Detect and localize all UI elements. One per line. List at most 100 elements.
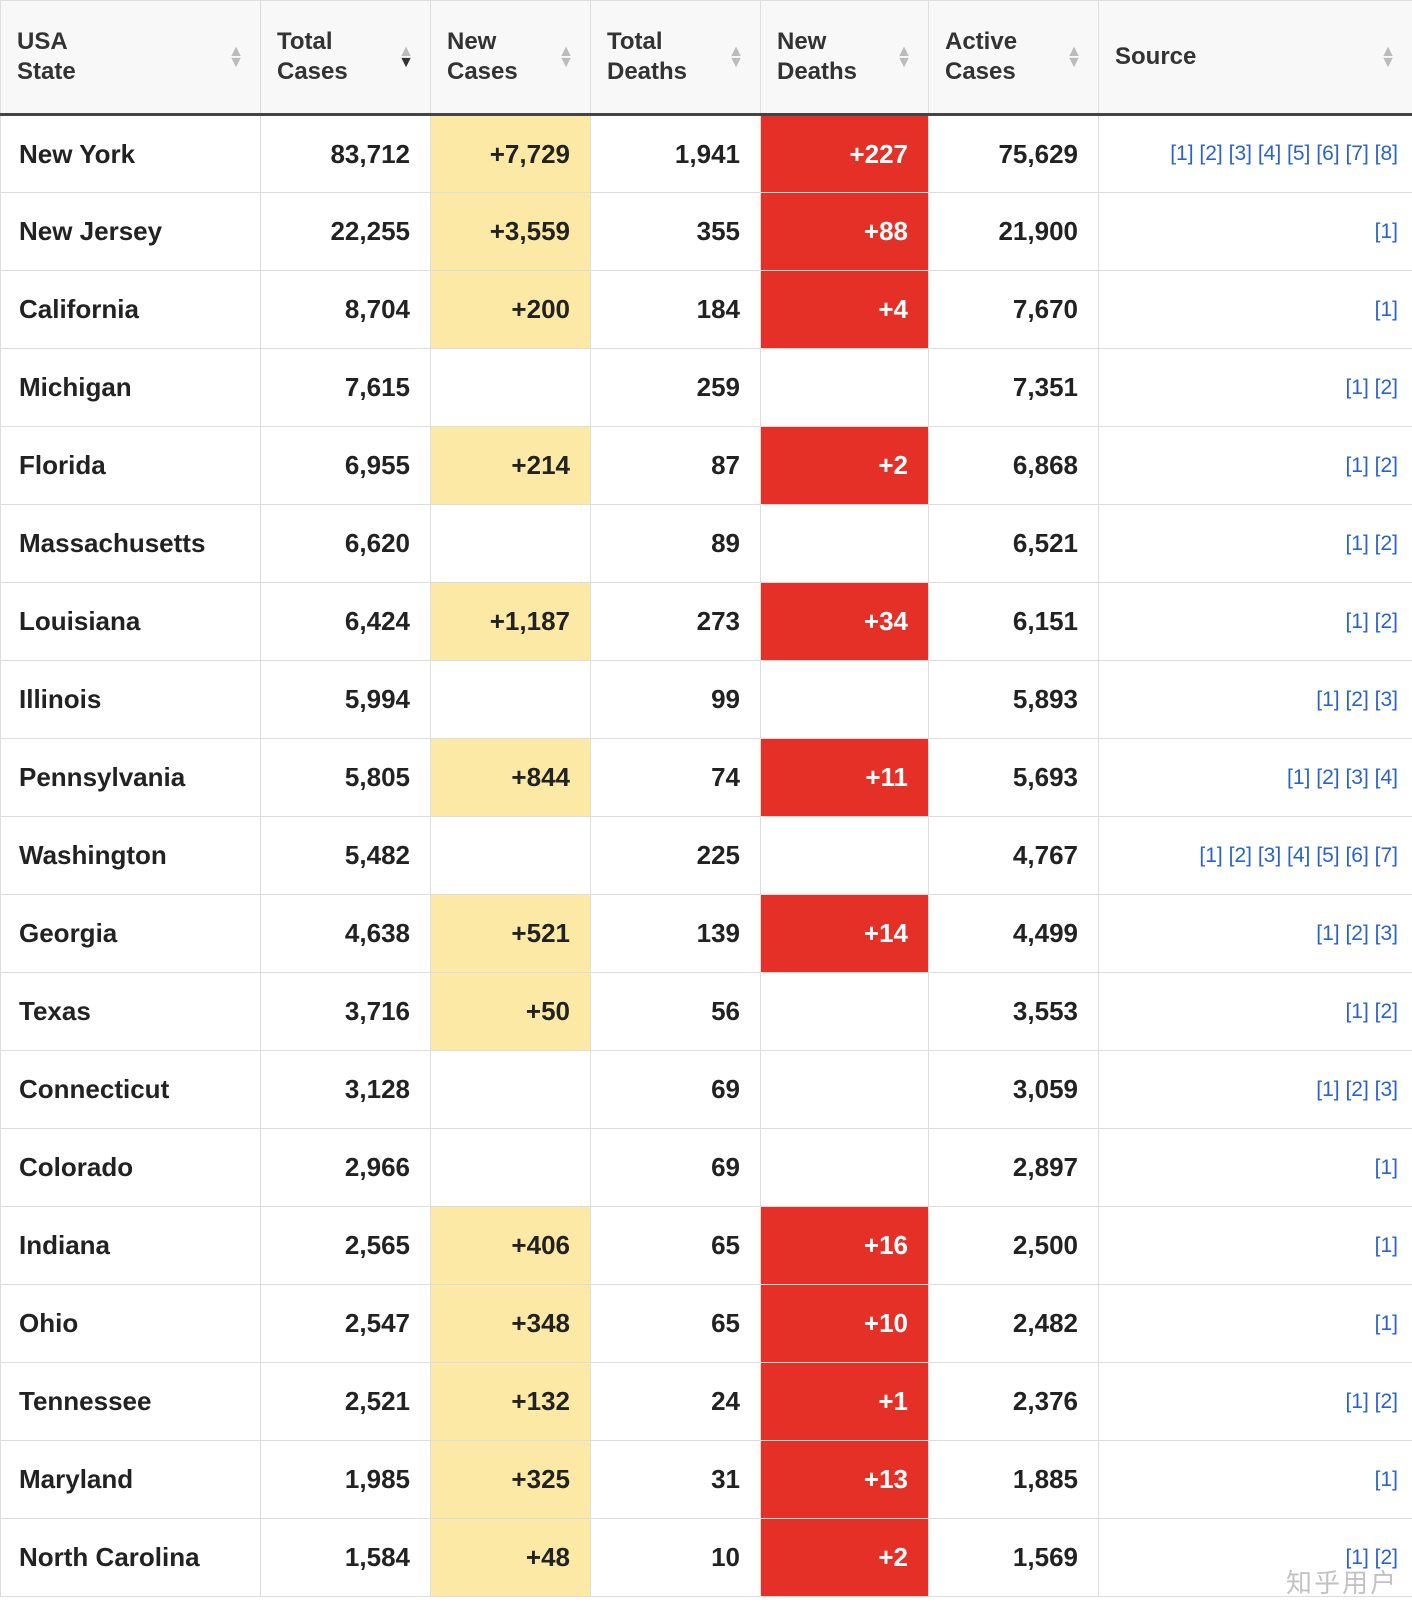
total-deaths-cell: 31	[591, 1441, 761, 1519]
source-link[interactable]: [3]	[1258, 844, 1281, 867]
total-deaths-cell: 184	[591, 271, 761, 349]
source-link[interactable]: [2]	[1375, 610, 1398, 633]
source-link[interactable]: [2]	[1316, 766, 1339, 789]
active-cases-cell: 6,151	[929, 583, 1099, 661]
source-link[interactable]: [7]	[1375, 844, 1398, 867]
source-link[interactable]: [1]	[1345, 376, 1368, 399]
source-link[interactable]: [1]	[1287, 766, 1310, 789]
new-cases-cell: +844	[431, 739, 591, 817]
source-link[interactable]: [1]	[1199, 844, 1222, 867]
source-link[interactable]: [2]	[1375, 454, 1398, 477]
source-cell: [1] [2] [3]	[1099, 661, 1412, 739]
active-cases-cell: 4,767	[929, 817, 1099, 895]
total-deaths-cell: 139	[591, 895, 761, 973]
column-label: Source	[1115, 42, 1196, 72]
source-link[interactable]: [2]	[1375, 532, 1398, 555]
column-header-source[interactable]: Source ▲▼	[1099, 1, 1412, 115]
active-cases-cell: 2,897	[929, 1129, 1099, 1207]
source-link[interactable]: [1]	[1345, 1390, 1368, 1413]
source-link[interactable]: [2]	[1345, 1078, 1368, 1101]
source-link[interactable]: [1]	[1316, 688, 1339, 711]
source-link[interactable]: [2]	[1375, 376, 1398, 399]
total-cases-cell: 3,716	[261, 973, 431, 1051]
source-link[interactable]: [2]	[1199, 142, 1222, 165]
source-link[interactable]: [1]	[1316, 1078, 1339, 1101]
source-link[interactable]: [4]	[1258, 142, 1281, 165]
source-link[interactable]: [4]	[1375, 766, 1398, 789]
source-link[interactable]: [1]	[1345, 610, 1368, 633]
source-link[interactable]: [1]	[1345, 1546, 1368, 1569]
sort-icon[interactable]: ▲▼	[558, 46, 574, 68]
table-row: Colorado2,966692,897[1]	[1, 1129, 1412, 1207]
active-cases-cell: 1,885	[929, 1441, 1099, 1519]
source-link[interactable]: [3]	[1375, 1078, 1398, 1101]
source-link[interactable]: [1]	[1375, 298, 1398, 321]
source-link[interactable]: [7]	[1345, 142, 1368, 165]
new-deaths-cell	[761, 1129, 929, 1207]
source-link[interactable]: [2]	[1375, 1546, 1398, 1569]
column-header-new_deaths[interactable]: NewDeaths▲▼	[761, 1, 929, 115]
source-link[interactable]: [1]	[1345, 532, 1368, 555]
source-link[interactable]: [1]	[1345, 1000, 1368, 1023]
source-link[interactable]: [1]	[1375, 1234, 1398, 1257]
source-link[interactable]: [5]	[1316, 844, 1339, 867]
state-cell: Illinois	[1, 661, 261, 739]
source-link[interactable]: [1]	[1375, 1156, 1398, 1179]
source-link[interactable]: [3]	[1345, 766, 1368, 789]
source-link[interactable]: [2]	[1229, 844, 1252, 867]
table-row: Georgia4,638+521139+144,499[1] [2] [3]	[1, 895, 1412, 973]
source-cell: [1] [2]	[1099, 1519, 1412, 1597]
total-deaths-cell: 1,941	[591, 115, 761, 193]
sort-icon[interactable]: ▲▼	[728, 46, 744, 68]
source-link[interactable]: [1]	[1375, 1468, 1398, 1491]
source-link[interactable]: [5]	[1287, 142, 1310, 165]
new-deaths-cell: +4	[761, 271, 929, 349]
source-link[interactable]: [2]	[1375, 1390, 1398, 1413]
source-link[interactable]: [1]	[1375, 220, 1398, 243]
state-cell: Georgia	[1, 895, 261, 973]
sort-icon[interactable]: ▲▼	[896, 46, 912, 68]
table-row: Washington5,4822254,767[1] [2] [3] [4] […	[1, 817, 1412, 895]
new-cases-cell: +406	[431, 1207, 591, 1285]
source-link[interactable]: [2]	[1345, 688, 1368, 711]
new-deaths-cell: +34	[761, 583, 929, 661]
column-header-total_cases[interactable]: TotalCases ▲▼	[261, 1, 431, 115]
column-header-state[interactable]: USAState▲▼	[1, 1, 261, 115]
total-cases-cell: 2,565	[261, 1207, 431, 1285]
source-link[interactable]: [3]	[1375, 922, 1398, 945]
column-header-new_cases[interactable]: NewCases▲▼	[431, 1, 591, 115]
source-link[interactable]: [4]	[1287, 844, 1310, 867]
source-link[interactable]: [1]	[1316, 922, 1339, 945]
sort-icon[interactable]: ▲▼	[228, 46, 244, 68]
state-cell: New Jersey	[1, 193, 261, 271]
column-header-total_deaths[interactable]: TotalDeaths▲▼	[591, 1, 761, 115]
sort-icon[interactable]: ▲▼	[398, 46, 414, 68]
active-cases-cell: 3,059	[929, 1051, 1099, 1129]
source-link[interactable]: [3]	[1229, 142, 1252, 165]
state-cell: Ohio	[1, 1285, 261, 1363]
source-link[interactable]: [1]	[1345, 454, 1368, 477]
source-link[interactable]: [3]	[1375, 688, 1398, 711]
new-cases-cell: +1,187	[431, 583, 591, 661]
source-link[interactable]: [6]	[1316, 142, 1339, 165]
source-cell: [1] [2] [3] [4] [5] [6] [7] [8]	[1099, 115, 1412, 193]
source-link[interactable]: [1]	[1170, 142, 1193, 165]
source-link[interactable]: [1]	[1375, 1312, 1398, 1335]
column-header-active_cases[interactable]: ActiveCases▲▼	[929, 1, 1099, 115]
sort-icon[interactable]: ▲▼	[1380, 46, 1396, 68]
new-cases-cell: +3,559	[431, 193, 591, 271]
total-cases-cell: 2,521	[261, 1363, 431, 1441]
new-deaths-cell: +16	[761, 1207, 929, 1285]
column-label: TotalCases	[277, 27, 348, 87]
source-link[interactable]: [8]	[1375, 142, 1398, 165]
source-link[interactable]: [6]	[1345, 844, 1368, 867]
total-deaths-cell: 69	[591, 1129, 761, 1207]
table-row: Connecticut3,128693,059[1] [2] [3]	[1, 1051, 1412, 1129]
sort-icon[interactable]: ▲▼	[1066, 46, 1082, 68]
source-link[interactable]: [2]	[1375, 1000, 1398, 1023]
active-cases-cell: 2,500	[929, 1207, 1099, 1285]
state-cell: Indiana	[1, 1207, 261, 1285]
source-link[interactable]: [2]	[1345, 922, 1368, 945]
source-cell: [1] [2] [3] [4] [5] [6] [7]	[1099, 817, 1412, 895]
total-cases-cell: 5,994	[261, 661, 431, 739]
